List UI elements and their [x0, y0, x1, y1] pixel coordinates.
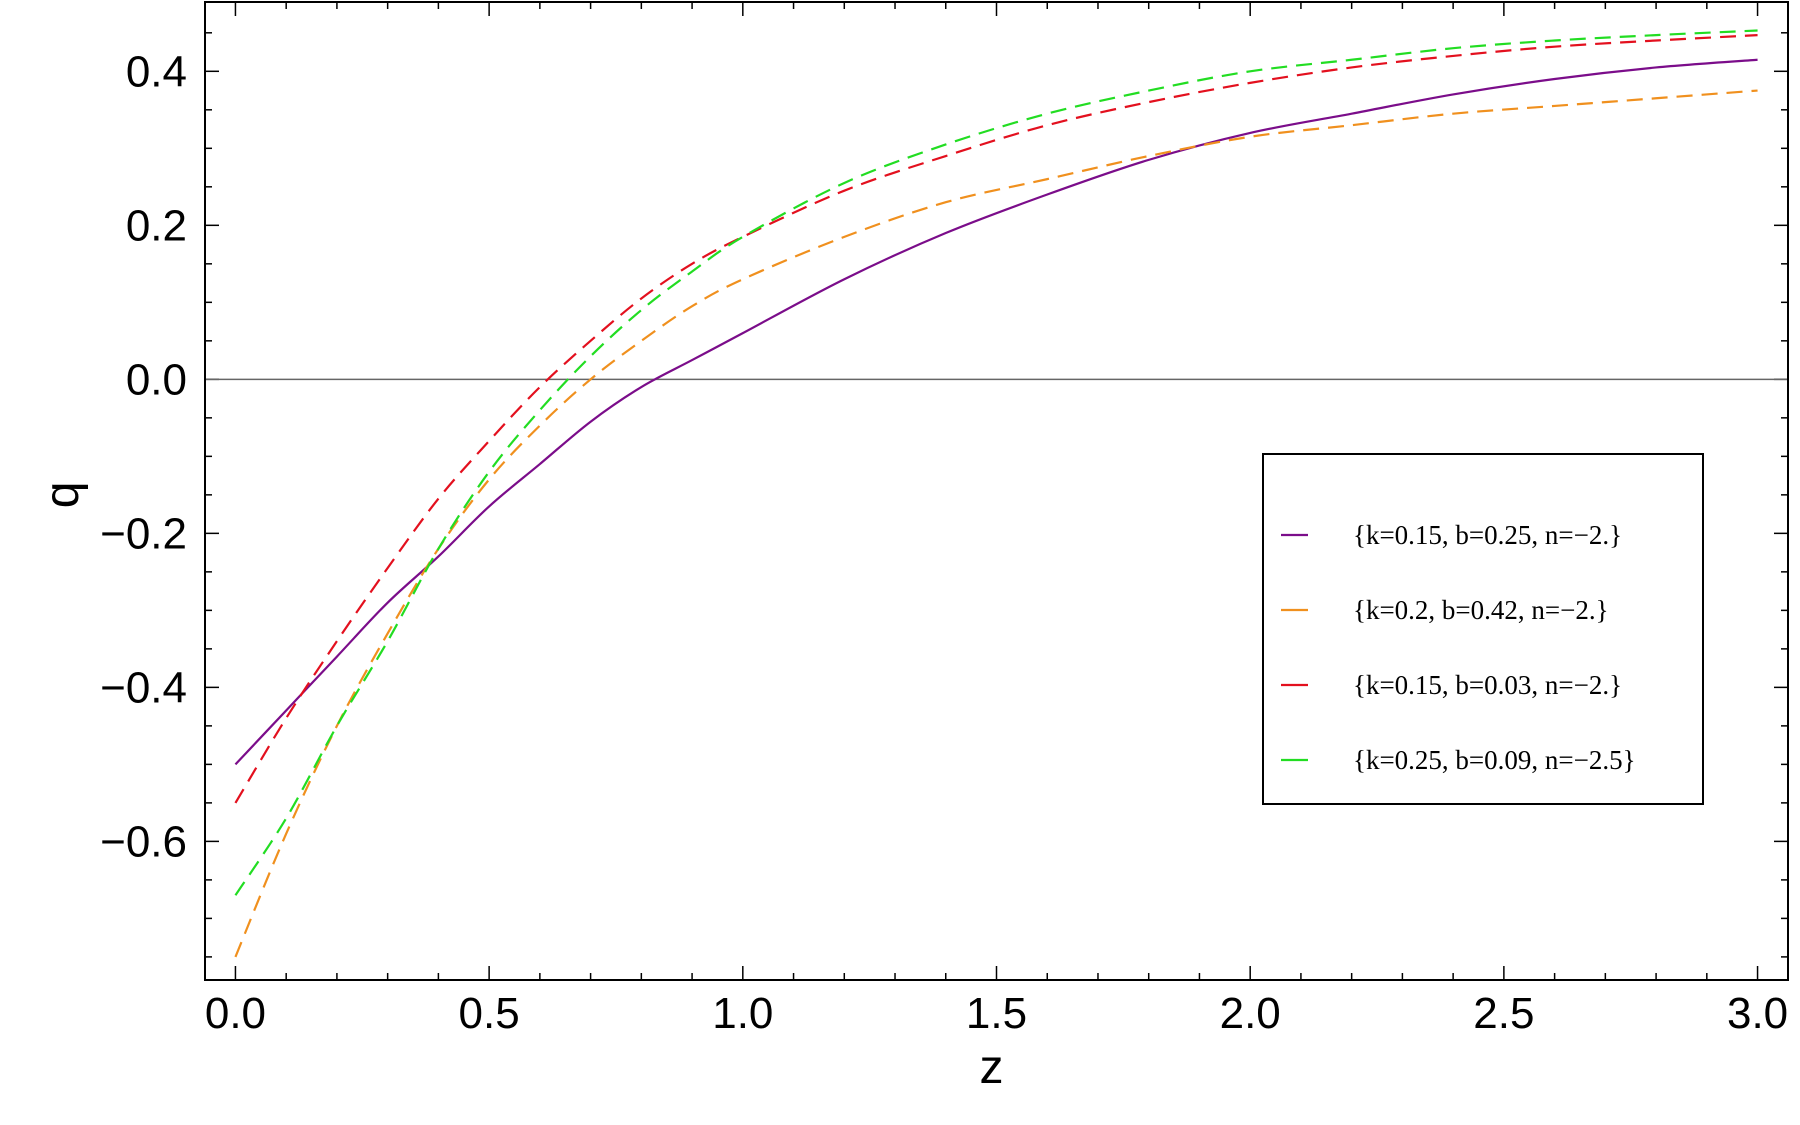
x-tick-label: 2.0 [1220, 989, 1281, 1038]
y-axis-title: q [36, 481, 89, 508]
tick-marks [205, 2, 1788, 980]
legend-label-4: {k=0.25, b=0.09, n=−2.5} [1353, 745, 1636, 775]
x-tick-labels: 0.0 0.5 1.0 1.5 2.0 2.5 3.0 [205, 989, 1788, 1038]
y-tick-labels: −0.6 −0.4 −0.2 0.0 0.2 0.4 [100, 47, 187, 866]
x-tick-label: 1.5 [966, 989, 1027, 1038]
y-tick-label: 0.0 [126, 355, 187, 404]
x-tick-label: 2.5 [1473, 989, 1534, 1038]
x-axis-title: z [980, 1041, 1004, 1094]
series-group [234, 29, 1758, 958]
y-tick-label: 0.4 [126, 47, 187, 96]
legend: {k=0.15, b=0.25, n=−2.} {k=0.2, b=0.42, n… [1262, 453, 1704, 805]
series-line-2 [234, 89, 1758, 958]
x-tick-label: 1.0 [712, 989, 773, 1038]
x-tick-label: 3.0 [1727, 989, 1788, 1038]
series-line-3 [234, 34, 1758, 804]
legend-box [1262, 453, 1704, 805]
y-tick-label: −0.4 [100, 663, 187, 712]
y-tick-label: −0.6 [100, 817, 187, 866]
legend-label-3: {k=0.15, b=0.03, n=−2.} [1353, 670, 1622, 700]
legend-label-1: {k=0.15, b=0.25, n=−2.} [1353, 520, 1622, 550]
series-line-4 [234, 29, 1758, 896]
series-line-1 [234, 58, 1758, 766]
x-tick-label: 0.0 [205, 989, 266, 1038]
y-tick-label: −0.2 [100, 509, 187, 558]
x-tick-label: 0.5 [459, 989, 520, 1038]
y-tick-label: 0.2 [126, 201, 187, 250]
legend-label-2: {k=0.2, b=0.42, n=−2.} [1353, 595, 1609, 625]
plot-frame [204, 1, 1789, 981]
